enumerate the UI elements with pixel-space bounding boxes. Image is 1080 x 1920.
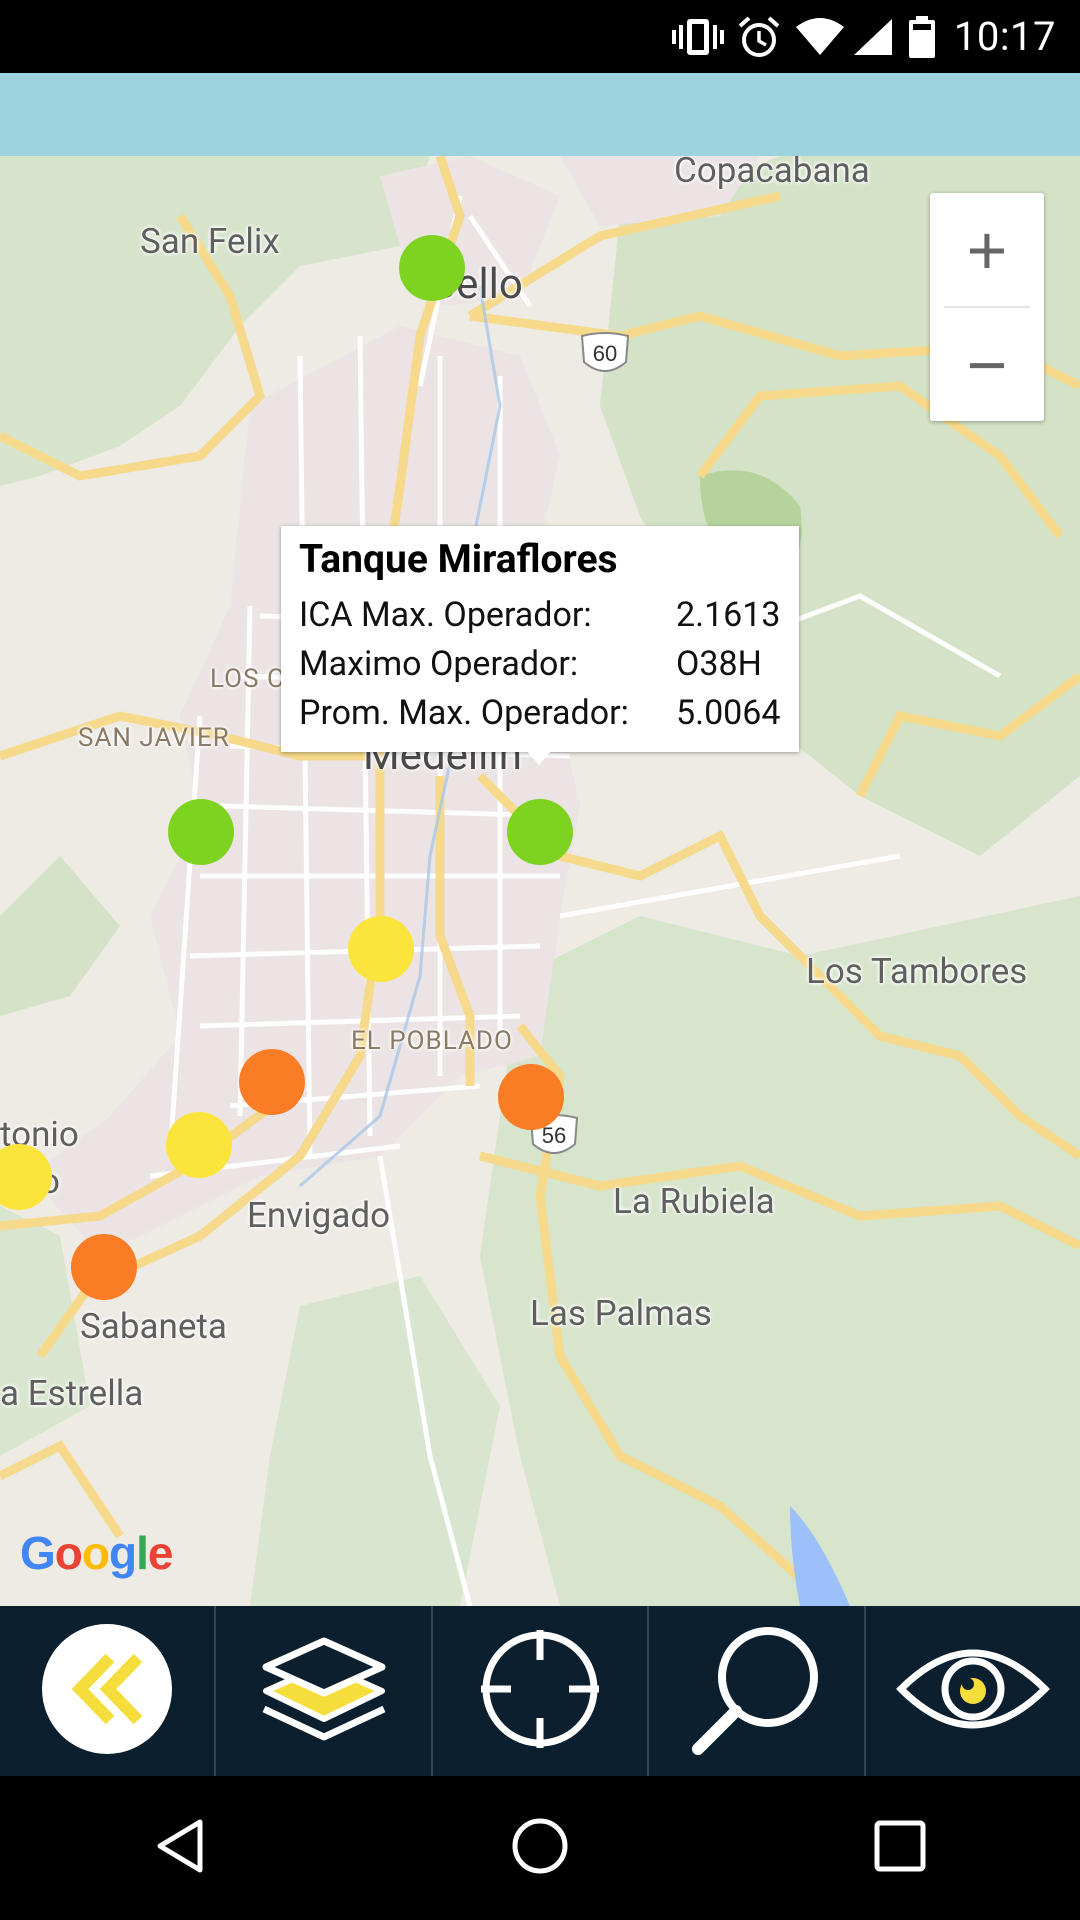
nav-home-icon[interactable] [510,1816,570,1880]
place-label: Los Tambores [806,951,1028,992]
station-marker-guayabal[interactable] [239,1049,305,1115]
search-icon [686,1619,826,1763]
popup-title: Tanque Miraflores [299,536,618,582]
place-label: La Rubiela [613,1181,775,1222]
signal-icon [852,17,894,57]
place-label: a Estrella [0,1373,144,1414]
bottom-toolbar [0,1606,1080,1776]
station-marker-sabaneta[interactable] [71,1234,137,1300]
place-label: SAN JAVIER [78,723,230,753]
status-time: 10:17 [953,13,1056,60]
back-button[interactable] [0,1606,214,1776]
crosshair-icon [475,1624,605,1758]
route-60-shield: 60 [578,332,632,378]
place-label: LOS C [210,664,285,694]
popup-label: ICA Max. Operador: [299,594,592,635]
popup-row: ICA Max. Operador: 2.1613 [299,590,781,639]
app-header-banner [0,73,1080,156]
popup-label: Prom. Max. Operador: [299,692,629,733]
visibility-button[interactable] [863,1606,1080,1776]
place-label: EL POBLADO [351,1026,513,1056]
popup-pointer [527,751,551,765]
alarm-icon [736,15,782,59]
station-marker-tanque-miraflores[interactable] [507,799,573,865]
nav-back-icon[interactable] [150,1816,210,1880]
battery-icon [908,15,936,59]
search-button[interactable] [647,1606,863,1776]
place-label: Sabaneta [80,1306,227,1347]
eye-icon [895,1639,1051,1743]
popup-row: Prom. Max. Operador: 5.0064 [299,688,781,737]
place-label: Copacabana [674,156,870,191]
vibrate-icon [670,17,726,57]
system-nav-bar [0,1776,1080,1920]
zoom-controls: + − [930,193,1044,421]
popup-row: Maximo Operador: O38H [299,639,781,688]
zoom-in-button[interactable]: + [966,210,1008,289]
place-label: Envigado [247,1195,391,1236]
back-icon [40,1622,174,1760]
layers-icon [254,1629,394,1753]
zoom-divider [944,306,1030,308]
zoom-out-button[interactable]: − [966,325,1008,404]
status-bar: 10:17 [0,0,1080,73]
popup-value: 2.1613 [676,594,781,635]
google-logo: Google [20,1527,173,1579]
map-base-layer [0,156,1080,1606]
wifi-icon [794,17,846,57]
station-marker-itagui[interactable] [166,1112,232,1178]
place-label: Las Palmas [530,1293,712,1334]
station-marker-bello[interactable] [399,235,465,301]
station-marker-san-antonio-prado[interactable] [0,1144,52,1210]
map-view[interactable]: Copacabana San Felix Bello LOS C SAN JAV… [0,156,1080,1606]
station-info-popup: Tanque Miraflores ICA Max. Operador: 2.1… [281,526,799,752]
popup-value: 5.0064 [676,692,781,733]
layers-button[interactable] [214,1606,430,1776]
station-marker-san-javier[interactable] [168,799,234,865]
popup-value: O38H [676,643,762,684]
popup-label: Maximo Operador: [299,643,579,684]
nav-recents-icon[interactable] [870,1816,930,1880]
station-marker-centro[interactable] [348,916,414,982]
station-marker-el-poblado[interactable] [498,1064,564,1130]
locate-button[interactable] [430,1606,647,1776]
place-label: San Felix [140,221,280,262]
